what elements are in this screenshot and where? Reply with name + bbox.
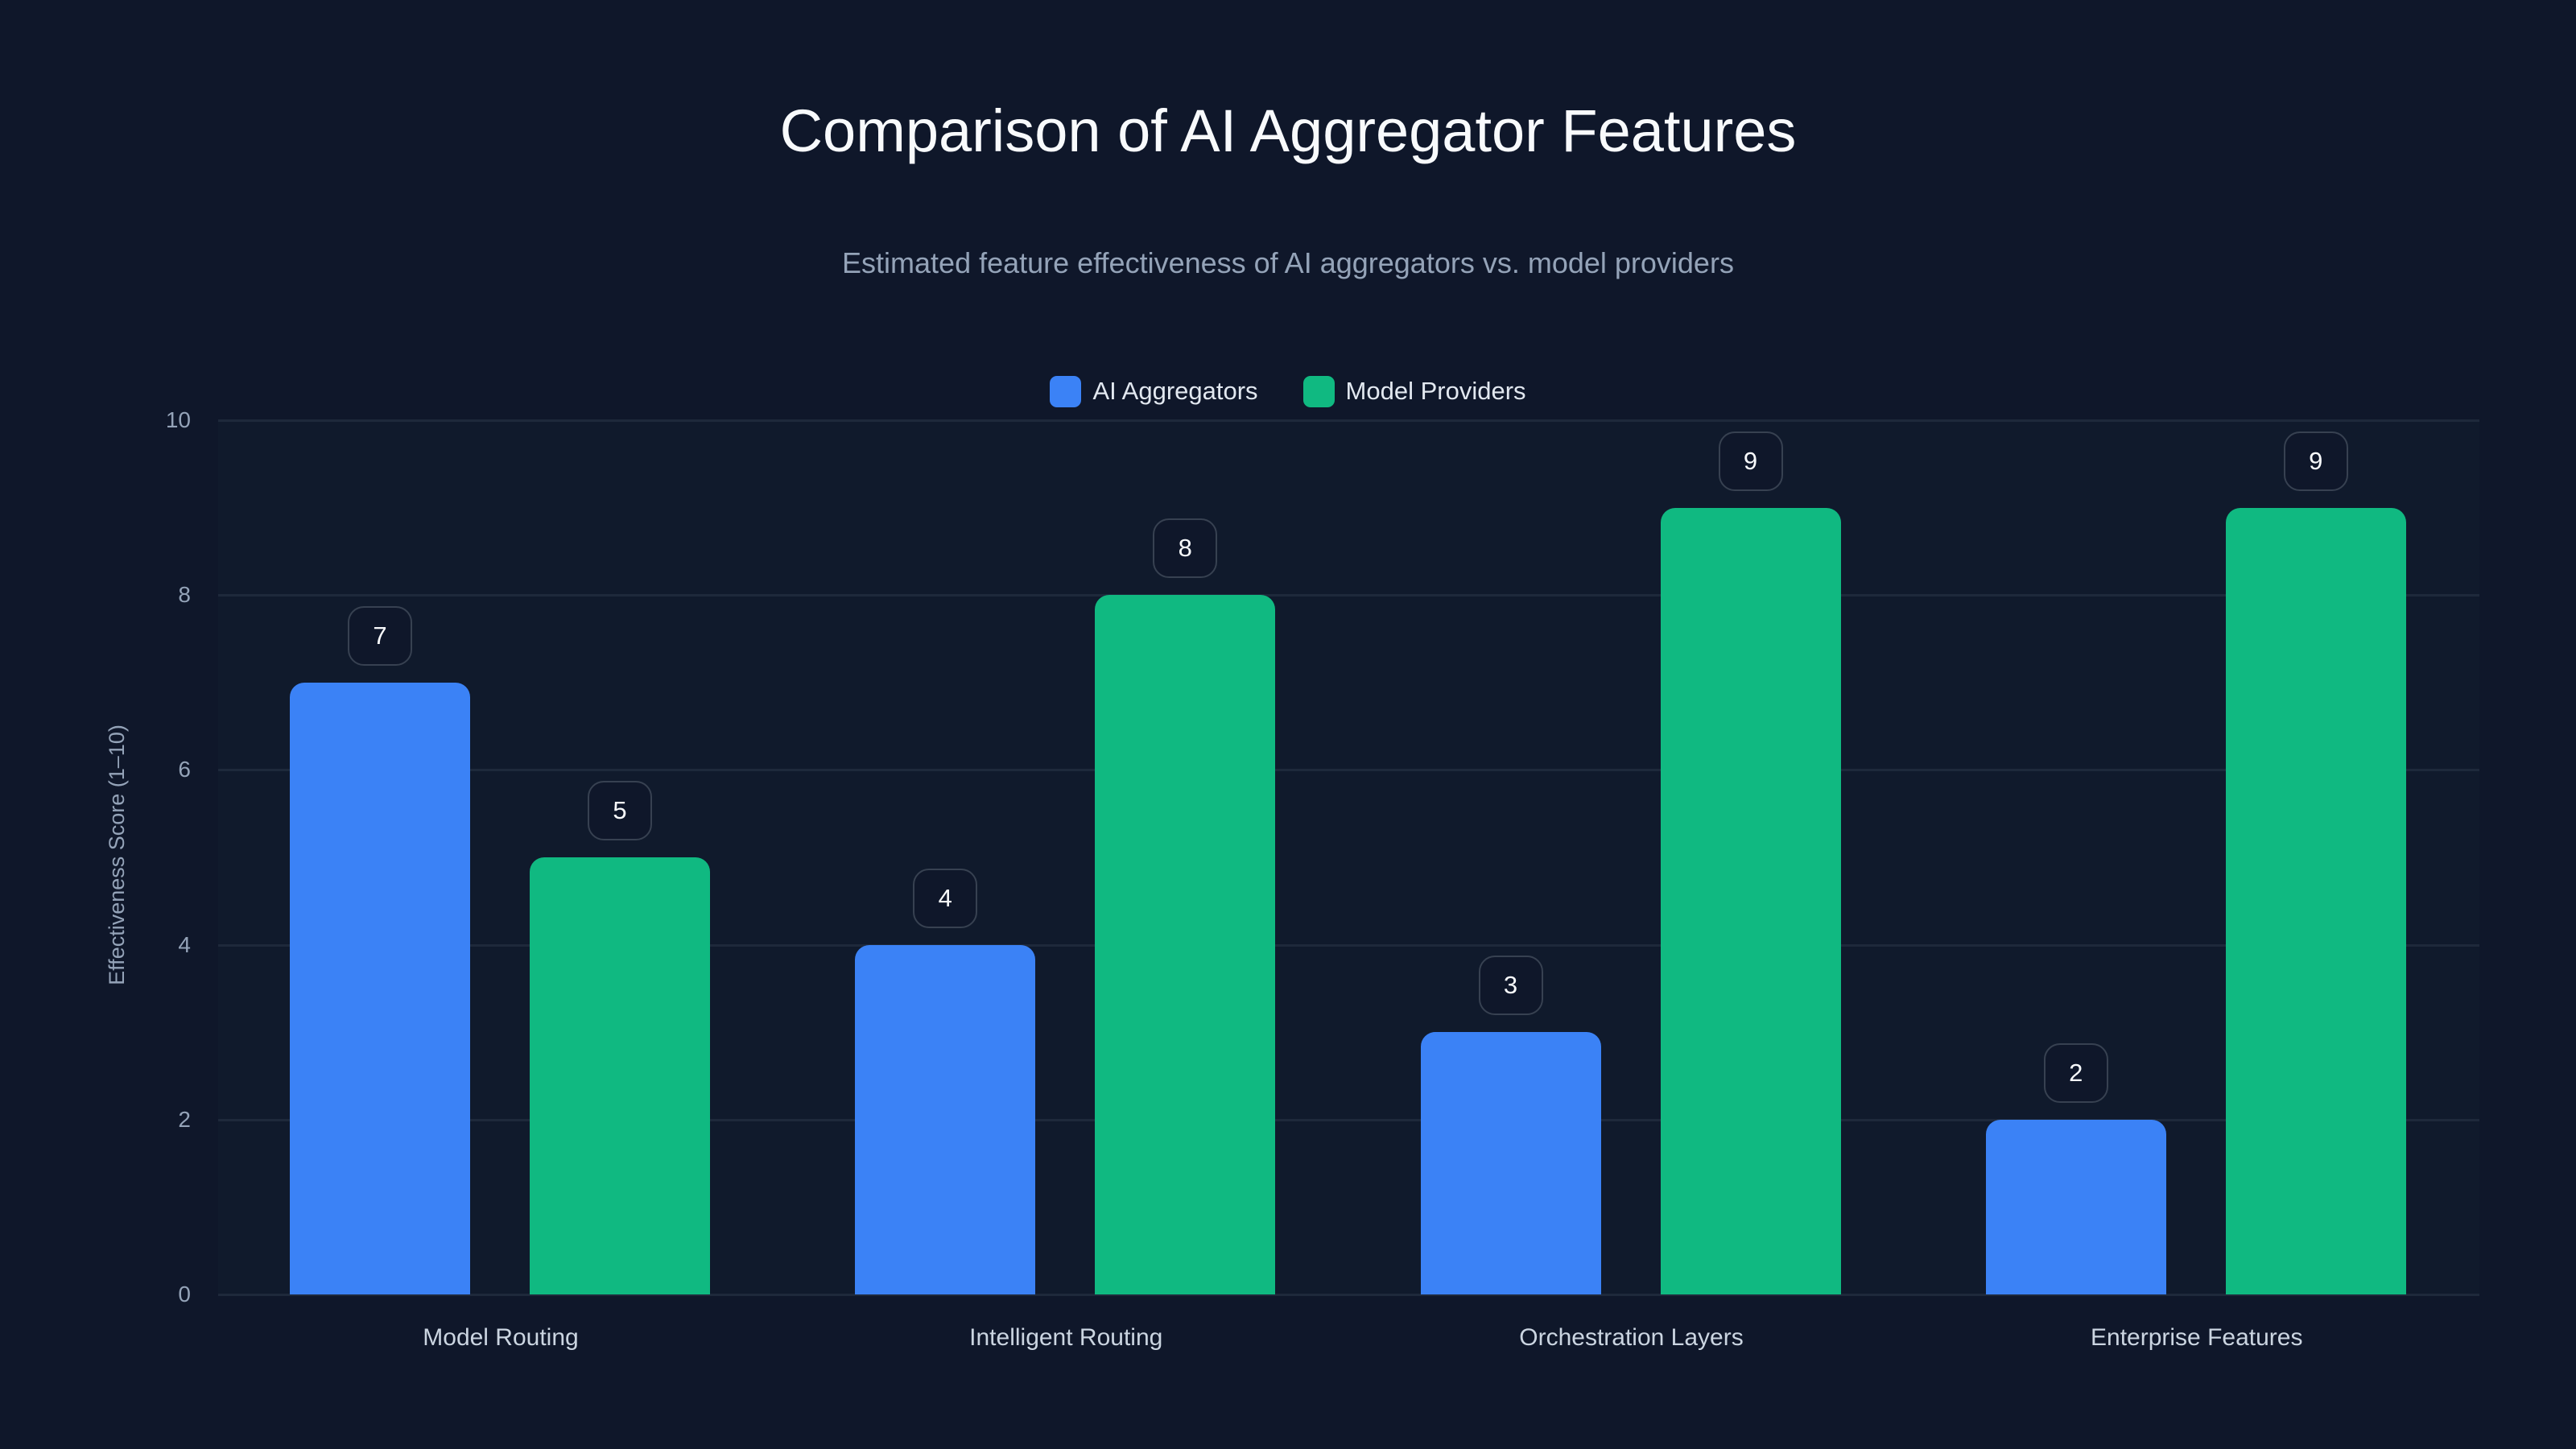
x-tick-label: Enterprise Features bbox=[2091, 1324, 2303, 1351]
gridline bbox=[218, 594, 2479, 597]
value-label: 9 bbox=[2283, 431, 2348, 491]
legend-swatch-model-providers bbox=[1302, 375, 1335, 407]
value-label: 3 bbox=[1478, 956, 1543, 1016]
x-tick-label: Intelligent Routing bbox=[969, 1324, 1163, 1351]
legend-swatch-ai-aggregators bbox=[1050, 375, 1082, 407]
gridline bbox=[218, 943, 2479, 947]
bar-ai-aggregators[interactable] bbox=[1985, 1119, 2166, 1294]
bar-model-providers[interactable] bbox=[530, 857, 710, 1294]
y-tick-label: 6 bbox=[178, 757, 191, 782]
value-label: 4 bbox=[913, 868, 978, 928]
y-tick-label: 0 bbox=[178, 1282, 191, 1307]
gridline bbox=[218, 419, 2479, 422]
chart-title: Comparison of AI Aggregator Features bbox=[779, 97, 1797, 164]
gridline bbox=[218, 1118, 2479, 1121]
x-tick-label: Model Routing bbox=[423, 1324, 579, 1351]
bar-ai-aggregators[interactable] bbox=[290, 682, 470, 1294]
value-label: 9 bbox=[1718, 431, 1783, 491]
legend-item-model-providers[interactable]: Model Providers bbox=[1302, 375, 1526, 407]
bar-model-providers[interactable] bbox=[2225, 507, 2406, 1294]
bar-model-providers[interactable] bbox=[1095, 595, 1276, 1294]
value-label: 7 bbox=[348, 605, 412, 666]
legend-item-ai-aggregators[interactable]: AI Aggregators bbox=[1050, 375, 1258, 407]
bar-ai-aggregators[interactable] bbox=[1420, 1032, 1601, 1294]
y-axis-ticks: 0 2 4 6 8 10 bbox=[94, 407, 191, 1307]
value-label: 8 bbox=[1153, 518, 1218, 579]
plot-area: 7 5 4 8 3 9 2 9 bbox=[218, 419, 2479, 1296]
y-tick-label: 2 bbox=[178, 1106, 191, 1132]
legend-label: Model Providers bbox=[1345, 377, 1526, 405]
gridline bbox=[218, 769, 2479, 772]
chart-subtitle: Estimated feature effectiveness of AI ag… bbox=[842, 246, 1734, 279]
bar-model-providers[interactable] bbox=[1660, 507, 1841, 1294]
y-tick-label: 10 bbox=[165, 407, 191, 432]
gridline bbox=[218, 1294, 2479, 1296]
value-label: 5 bbox=[588, 781, 652, 840]
y-tick-label: 8 bbox=[178, 582, 191, 608]
value-label: 2 bbox=[2043, 1042, 2108, 1103]
y-tick-label: 4 bbox=[178, 931, 191, 957]
legend-label: AI Aggregators bbox=[1092, 377, 1258, 405]
x-tick-label: Orchestration Layers bbox=[1519, 1324, 1744, 1351]
bar-ai-aggregators[interactable] bbox=[855, 944, 1036, 1294]
legend: AI Aggregators Model Providers bbox=[0, 373, 2576, 410]
